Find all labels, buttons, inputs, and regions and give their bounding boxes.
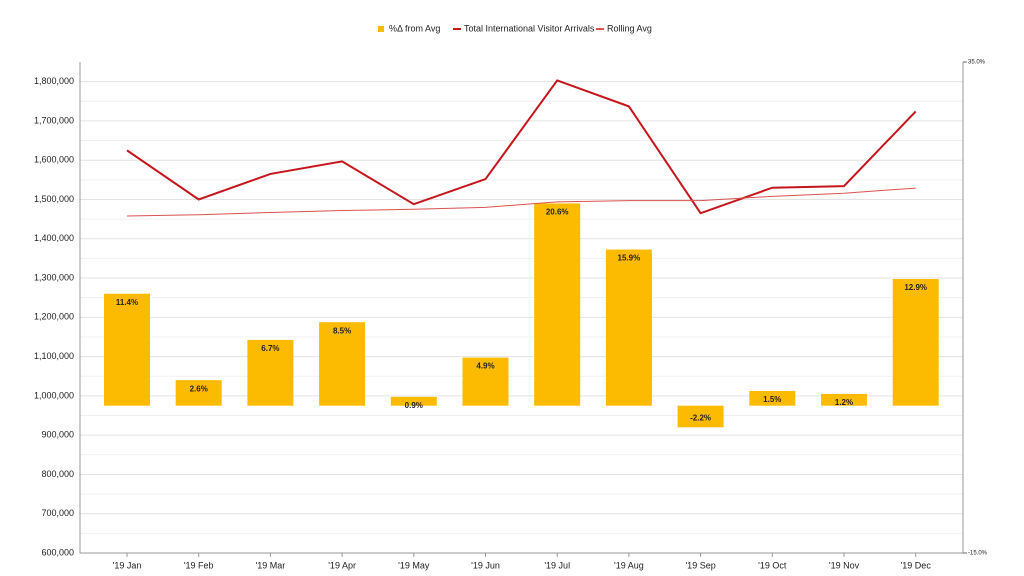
x-tick-label: '19 Mar	[256, 560, 286, 570]
bar	[605, 249, 652, 406]
y-tick-label: 600,000	[41, 547, 74, 557]
y-tick-label: 1,300,000	[34, 272, 74, 282]
bar	[104, 293, 150, 406]
bar	[175, 380, 222, 406]
bar	[821, 393, 867, 406]
y-tick-label: 1,600,000	[34, 155, 74, 165]
data-label: 2.6%	[190, 384, 208, 393]
x-tick-label: '19 Jul	[544, 560, 570, 570]
bar	[534, 203, 581, 406]
y2-tick-label: -15.0%	[968, 551, 988, 557]
legend-label: %Δ from Avg	[389, 23, 440, 33]
data-label: 1.5%	[763, 395, 781, 404]
y-tick-label: 1,800,000	[34, 76, 74, 86]
data-label: 1.2%	[835, 398, 853, 407]
legend-swatch	[378, 26, 384, 32]
x-tick-label: '19 Apr	[328, 560, 356, 570]
data-label: 8.5%	[333, 326, 351, 335]
x-tick-label: '19 Jun	[471, 560, 500, 570]
data-label: 20.6%	[546, 208, 569, 217]
data-label: 15.9%	[618, 254, 641, 263]
data-label: 4.9%	[476, 362, 494, 371]
y-tick-label: 1,100,000	[34, 351, 74, 361]
data-label: -2.2%	[690, 413, 711, 422]
data-label: 6.7%	[261, 344, 279, 353]
y-tick-label: 1,500,000	[34, 194, 74, 204]
bar	[247, 339, 294, 406]
x-tick-label: '19 Jan	[113, 560, 142, 570]
bar	[462, 357, 509, 406]
bar	[319, 322, 366, 406]
x-tick-label: '19 Dec	[901, 560, 932, 570]
y-tick-label: 1,400,000	[34, 233, 74, 243]
y-tick-label: 900,000	[41, 430, 74, 440]
y-tick-label: 1,700,000	[34, 115, 74, 125]
data-label: 12.9%	[904, 283, 927, 292]
x-tick-label: '19 Nov	[829, 560, 860, 570]
line	[126, 187, 916, 217]
bar	[677, 405, 724, 428]
x-tick-label: '19 Feb	[184, 560, 214, 570]
bar	[749, 390, 796, 406]
line	[126, 79, 917, 215]
legend-label: Total International Visitor Arrivals	[464, 23, 595, 33]
y-tick-label: 800,000	[41, 469, 74, 479]
legend-label: Rolling Avg	[607, 23, 652, 33]
y-tick-label: 1,200,000	[34, 312, 74, 322]
data-label: 11.4%	[116, 298, 138, 307]
data-label: 0.9%	[405, 401, 423, 410]
y2-tick-label: 35.0%	[968, 60, 986, 66]
bar	[390, 396, 437, 406]
y-tick-label: 700,000	[41, 508, 74, 518]
y-tick-label: 1,000,000	[34, 390, 74, 400]
bar	[892, 279, 939, 406]
x-tick-label: '19 Oct	[758, 560, 787, 570]
x-tick-label: '19 Sep	[685, 560, 715, 570]
x-tick-label: '19 May	[398, 560, 430, 570]
x-tick-label: '19 Aug	[614, 560, 644, 570]
